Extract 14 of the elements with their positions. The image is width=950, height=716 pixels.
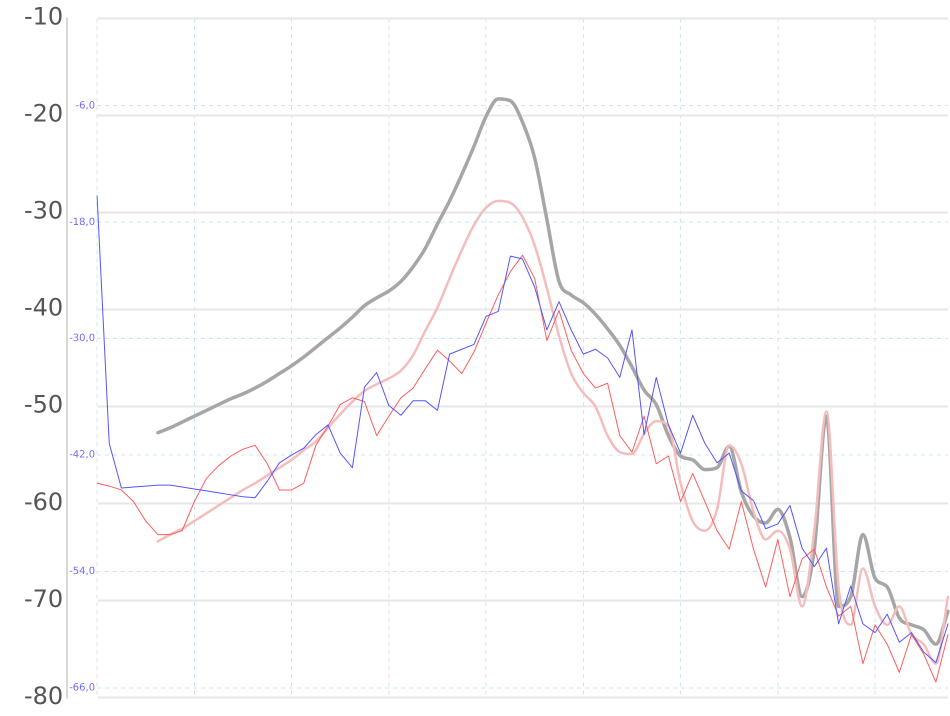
y-tick-label: -30	[24, 196, 64, 225]
y-tick-label: -40	[24, 294, 64, 322]
y-tick-label: -50	[24, 390, 64, 419]
y2-tick-label: -18,0	[69, 216, 96, 228]
y2-tick-label: -66,0	[69, 682, 96, 694]
y2-tick-label: -42,0	[69, 450, 96, 461]
y-tick-label: -20	[24, 100, 64, 128]
y-tick-label: -70	[24, 584, 64, 613]
y2-tick-label: -6,0	[76, 100, 96, 112]
y2-tick-label: -30,0	[69, 333, 96, 344]
y-tick-label: -80	[24, 682, 64, 710]
y-tick-label: -10	[24, 2, 64, 31]
y-tick-label: -60	[24, 488, 64, 516]
y2-tick-label: -54,0	[69, 566, 96, 578]
